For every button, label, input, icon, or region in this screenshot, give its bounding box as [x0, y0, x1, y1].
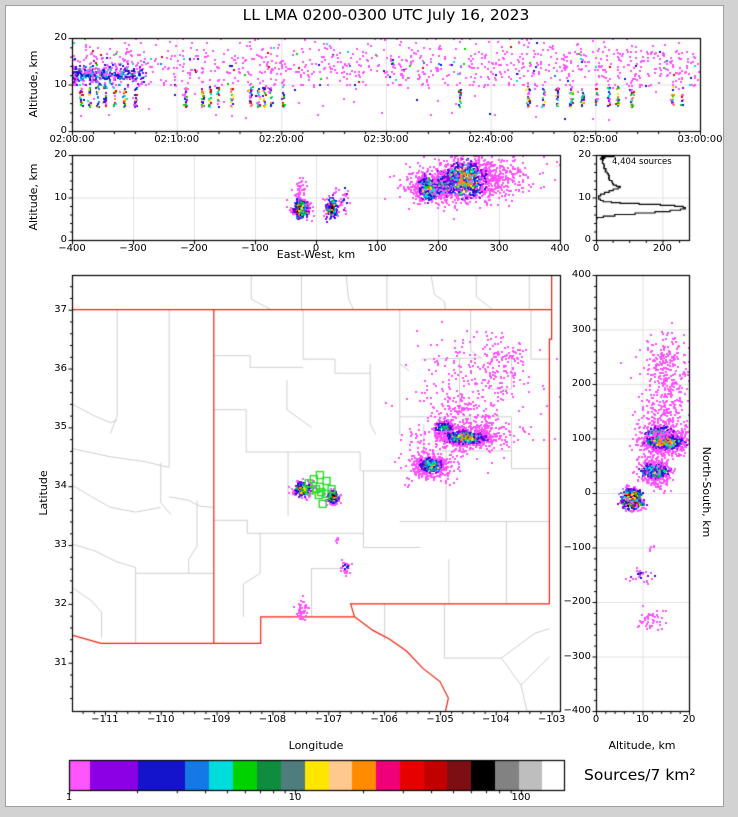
colorbar-tick-label: 10 [288, 792, 302, 803]
ns-tick-label: 200 [571, 378, 591, 389]
ns-tick-label: −300 [563, 650, 591, 662]
latitude-tick-label: 35 [54, 421, 67, 433]
latitude-tick-label: 34 [54, 480, 67, 492]
ns-tick-label: 400 [571, 269, 591, 280]
ns-tick-label: 0 [584, 487, 591, 498]
ns-alt-tick-label: 10 [636, 714, 649, 725]
latitude-tick-label: 37 [54, 303, 67, 315]
colorbar-tick-label: 1 [65, 792, 73, 803]
time-tick-label: 02:30:00 [363, 134, 409, 145]
ns-tick-label: −400 [563, 705, 591, 716]
latitude-tick-label: 33 [54, 539, 67, 551]
ns-alt-tick-label: 0 [592, 714, 600, 725]
altitude-tick-label: 10 [54, 191, 67, 203]
ew-tick-label: 200 [428, 243, 448, 254]
longitude-tick-label: −110 [147, 714, 175, 725]
hist-altitude-tick-label: 10 [578, 191, 591, 203]
colorbar-tick-label: 100 [511, 792, 531, 803]
ew-tick-label: −100 [241, 243, 269, 254]
time-tick-label: 02:20:00 [258, 134, 304, 145]
colorbar-label: Sources/7 km² [584, 766, 696, 784]
longitude-tick-label: −106 [370, 714, 398, 725]
ns-tick-label: 300 [571, 323, 591, 335]
altitude-tick-label: 20 [54, 32, 67, 43]
ew-height-ylabel: Altitude, km [26, 163, 40, 231]
ns-tick-label: −200 [563, 596, 591, 607]
longitude-tick-label: −107 [314, 714, 343, 725]
page-title: LL LMA 0200-0300 UTC July 16, 2023 [242, 6, 530, 24]
hist-altitude-tick-label: 0 [584, 234, 591, 245]
ns-tick-label: −100 [563, 541, 591, 553]
map-ylabel: Latitude [36, 470, 50, 516]
ns-alt-ylabel: North-South, km [700, 446, 714, 538]
time-tick-label: 03:00:00 [677, 134, 723, 145]
latitude-tick-label: 31 [54, 656, 67, 668]
ns-tick-label: 100 [571, 432, 591, 444]
altitude-tick-label: 10 [54, 78, 67, 90]
hist-altitude-tick-label: 20 [578, 149, 591, 160]
latitude-tick-label: 36 [54, 362, 67, 374]
altitude-tick-label: 0 [60, 125, 67, 136]
time-tick-label: 02:00:00 [49, 134, 95, 145]
time-tick-label: 02:10:00 [154, 134, 200, 145]
ns-alt-xlabel: Altitude, km [608, 739, 676, 752]
altitude-tick-label: 20 [54, 149, 67, 160]
hist-count-tick-label: 200 [652, 243, 672, 254]
longitude-tick-label: −108 [258, 714, 287, 725]
longitude-tick-label: −103 [537, 714, 566, 725]
longitude-tick-label: −104 [482, 714, 510, 725]
ew-tick-label: 100 [367, 243, 387, 254]
ew-tick-label: 400 [550, 243, 570, 254]
map-xlabel: Longitude [288, 739, 344, 752]
longitude-tick-label: −111 [91, 714, 119, 725]
ns-alt-tick-label: 20 [682, 714, 696, 725]
ew-height-xlabel: East-West, km [276, 248, 356, 261]
ew-tick-label: 300 [489, 243, 509, 254]
ew-tick-label: 0 [312, 243, 320, 254]
longitude-tick-label: −105 [426, 714, 454, 725]
latitude-tick-label: 32 [54, 597, 67, 609]
time-height-ylabel: Altitude, km [26, 50, 40, 118]
hist-count-tick-label: 0 [592, 243, 600, 254]
ew-tick-label: −300 [119, 243, 147, 254]
time-tick-label: 02:50:00 [572, 134, 618, 145]
ew-tick-label: −200 [180, 243, 208, 254]
time-tick-label: 02:40:00 [468, 134, 514, 145]
source-count-annotation: 4,404 sources [612, 157, 672, 167]
altitude-tick-label: 0 [60, 234, 67, 245]
longitude-tick-label: −109 [202, 714, 231, 725]
ew-tick-label: −400 [58, 243, 86, 254]
